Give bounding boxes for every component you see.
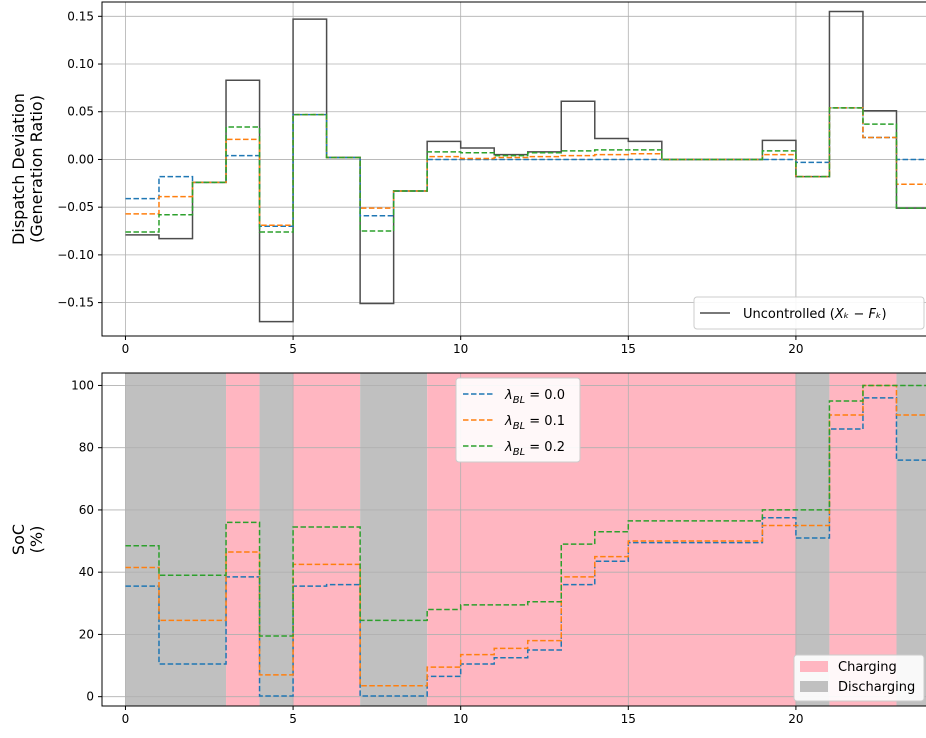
legend-label: Discharging — [838, 680, 915, 695]
x-tick-label: 20 — [788, 712, 803, 726]
x-tick-label: 10 — [453, 712, 468, 726]
legend: Uncontrolled (Xₖ − Fₖ) — [693, 296, 925, 330]
x-tick-label: 5 — [289, 342, 297, 356]
series-line-1 — [125, 10, 926, 323]
legend-label: λBL = 0.1 — [504, 414, 565, 432]
panel-1: 0 5 10 15 20 −0.15 −0.10 −0.05 0.00 0.05 0.10 0.15 D… — [9, 1, 926, 356]
x-tick-label: 10 — [453, 342, 468, 356]
legend-label: λBL = 0.2 — [504, 440, 565, 458]
y-tick-label: 100 — [71, 378, 94, 392]
mode-regions — [125, 373, 926, 706]
legend-box — [455, 377, 581, 463]
axes-frame — [101, 372, 926, 707]
series-line-3 — [125, 107, 926, 227]
y-axis-label: Dispatch Deviation(Generation Ratio) — [9, 93, 46, 245]
legend-label: λBL = 0.0 — [504, 388, 565, 406]
legend-regions: Charging Discharging — [793, 654, 925, 702]
region-charging — [226, 373, 260, 706]
region-discharging — [125, 373, 227, 706]
legend-swatch — [800, 661, 828, 672]
y-tick-label: 0 — [86, 690, 94, 704]
x-tick-label: 0 — [122, 342, 130, 356]
y-tick-label: 0.00 — [67, 152, 94, 166]
legend-box — [693, 296, 925, 330]
y-tick-label: 40 — [79, 565, 94, 579]
region-discharging — [896, 373, 926, 706]
region-discharging — [259, 373, 294, 706]
y-tick-label: −0.05 — [57, 200, 94, 214]
series-line-2 — [125, 107, 926, 228]
y-tick-label: 0.10 — [67, 57, 94, 71]
x-tick-label: 15 — [621, 342, 636, 356]
region-discharging — [360, 373, 428, 706]
legend-label: Uncontrolled (Xₖ − Fₖ) — [743, 307, 887, 322]
series-line-4 — [125, 107, 926, 233]
series-group — [125, 384, 926, 697]
y-axis-label: SoC(%) — [9, 524, 46, 555]
region-discharging — [795, 373, 830, 706]
y-tick-label: −0.10 — [57, 248, 94, 262]
legend-swatch — [800, 681, 828, 692]
y-tick-label: 60 — [79, 503, 94, 517]
x-tick-label: 5 — [289, 712, 297, 726]
y-tick-label: 80 — [79, 441, 94, 455]
y-tick-label: 0.15 — [67, 9, 94, 23]
axes-frame — [101, 1, 926, 337]
series-line-3 — [125, 384, 926, 637]
x-tick-label: 20 — [788, 342, 803, 356]
series-line-1 — [125, 397, 926, 697]
y-tick-label: 20 — [79, 627, 94, 641]
x-tick-label: 0 — [122, 712, 130, 726]
series-group — [125, 10, 926, 323]
legend-label: Charging — [838, 660, 897, 675]
region-charging — [293, 373, 361, 706]
legend-lambda: λBL = 0.0 λBL = 0.1 λBL = 0.2 — [455, 377, 581, 463]
y-tick-label: −0.15 — [57, 296, 94, 310]
y-tick-label: 0.05 — [67, 105, 94, 119]
x-tick-label: 15 — [621, 712, 636, 726]
